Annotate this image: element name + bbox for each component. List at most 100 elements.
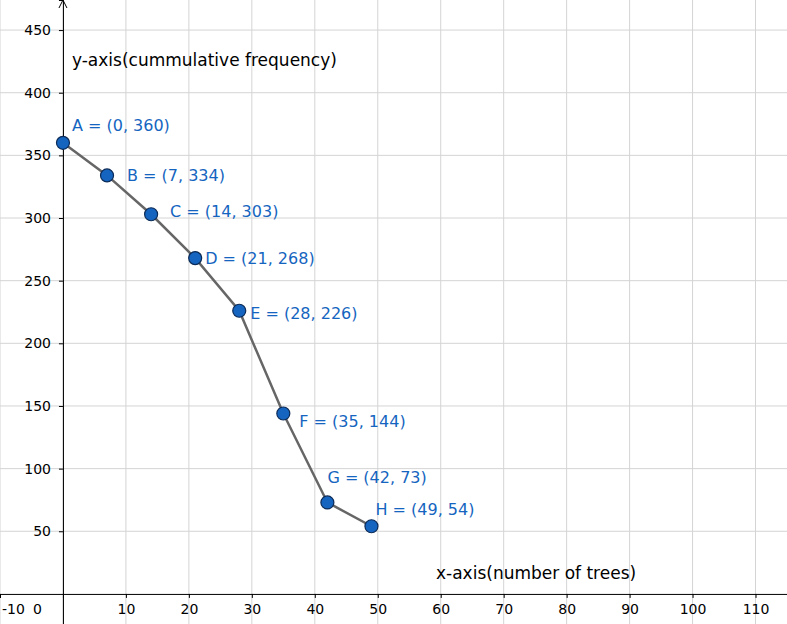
y-tick-mark [59, 469, 63, 470]
y-tick-mark [59, 30, 63, 31]
grid-line-y [0, 343, 787, 344]
grid-line-y [0, 405, 787, 406]
y-tick-label: 450 [24, 22, 51, 38]
y-tick: 50 [33, 523, 63, 539]
point-label: G = (42, 73) [327, 468, 426, 487]
y-tick-label: 400 [24, 85, 51, 101]
x-tick-label: 100 [680, 601, 707, 617]
x-tick-mark [756, 594, 757, 598]
grid-line-y [0, 531, 787, 532]
grid-line-x [440, 0, 441, 624]
point-label: D = (21, 268) [205, 249, 314, 268]
x-tick-label: 0 [33, 601, 42, 617]
y-axis-line [59, 1, 64, 624]
y-tick-mark [59, 406, 63, 407]
x-tick: 10 [118, 594, 136, 617]
x-tick: 100 [680, 594, 707, 617]
data-point [56, 136, 69, 149]
grid-line-y [0, 30, 787, 31]
x-tick-label: 90 [621, 601, 639, 617]
point-label: H = (49, 54) [375, 500, 474, 519]
x-tick: 90 [621, 594, 639, 617]
data-point [277, 407, 290, 420]
grid-line-x [755, 0, 756, 624]
x-tick-label: 70 [495, 601, 513, 617]
x-tick-label: 40 [306, 601, 324, 617]
y-tick: 300 [24, 210, 63, 226]
x-tick: 110 [743, 594, 770, 617]
y-tick: 400 [24, 85, 63, 101]
y-tick-label: 350 [24, 147, 51, 163]
x-tick-label: 30 [243, 601, 261, 617]
x-tick: 60 [432, 594, 450, 617]
y-tick-mark [59, 93, 63, 94]
x-tick-mark [567, 594, 568, 598]
y-tick: 450 [24, 22, 63, 38]
x-tick-mark [630, 594, 631, 598]
x-tick-label: -10 [2, 601, 25, 617]
point-label: B = (7, 334) [127, 166, 225, 185]
grid-line-x [0, 0, 1, 624]
point-label: A = (0, 360) [72, 116, 170, 135]
grid-line-x [503, 0, 504, 624]
y-tick-mark [59, 281, 63, 282]
grid [0, 0, 787, 624]
x-axis-line [1, 594, 787, 598]
x-tick-mark [504, 594, 505, 598]
x-axis-title: x-axis(number of trees) [436, 563, 636, 583]
grid-line-x [566, 0, 567, 624]
y-tick-mark [59, 531, 63, 532]
x-tick-label: 10 [118, 601, 136, 617]
point-label: C = (14, 303) [170, 202, 278, 221]
x-tick: 30 [243, 594, 261, 617]
y-tick: 200 [24, 335, 63, 351]
x-tick: 80 [558, 594, 576, 617]
y-tick: 250 [24, 273, 63, 289]
chart: -10 0 10 20 30 40 50 60 70 80 90 100 110 50 100 150 200 2… [0, 0, 787, 624]
grid-line-y [0, 155, 787, 156]
grid-line-y [0, 218, 787, 219]
data-point [101, 169, 114, 182]
y-axis-title: y-axis(cummulative frequency) [72, 50, 337, 70]
data-point [145, 208, 158, 221]
grid-line-x [692, 0, 693, 624]
x-tick-mark [693, 594, 694, 598]
grid-line-x [188, 0, 189, 624]
grid-line-x [629, 0, 630, 624]
y-tick-label: 150 [24, 398, 51, 414]
grid-line-y [0, 92, 787, 93]
y-tick: 350 [24, 147, 63, 163]
data-point [189, 252, 202, 265]
y-tick-mark [59, 343, 63, 344]
point-label: F = (35, 144) [299, 412, 405, 431]
grid-line-y [0, 280, 787, 281]
y-tick-mark [59, 155, 63, 156]
y-tick-label: 200 [24, 335, 51, 351]
grid-line-x [125, 0, 126, 624]
x-tick: -10 [1, 594, 25, 617]
axis-arrow [59, 0, 67, 8]
x-tick-mark [0, 594, 1, 598]
y-tick-mark [59, 218, 63, 219]
x-tick-mark [378, 594, 379, 598]
point-label: E = (28, 226) [250, 304, 357, 323]
x-tick-mark [126, 594, 127, 598]
x-tick-mark [315, 594, 316, 598]
y-tick-label: 50 [33, 523, 51, 539]
y-axis: 50 100 150 200 250 300 350 400 450 [24, 1, 63, 624]
x-tick-label: 60 [432, 601, 450, 617]
x-axis: -10 0 10 20 30 40 50 60 70 80 90 100 110 [1, 594, 787, 617]
data-line [63, 143, 372, 526]
data-point [321, 496, 334, 509]
x-tick-label: 110 [743, 601, 770, 617]
x-tick-label: 80 [558, 601, 576, 617]
y-tick: 100 [24, 461, 63, 477]
x-tick: 0 [33, 594, 63, 617]
x-tick: 40 [306, 594, 324, 617]
point-labels: A = (0, 360) B = (7, 334) C = (14, 303) D =… [72, 116, 474, 518]
y-tick-label: 100 [24, 461, 51, 477]
x-tick-label: 20 [180, 601, 198, 617]
x-tick: 50 [369, 594, 387, 617]
x-tick-mark [189, 594, 190, 598]
x-tick: 20 [180, 594, 198, 617]
